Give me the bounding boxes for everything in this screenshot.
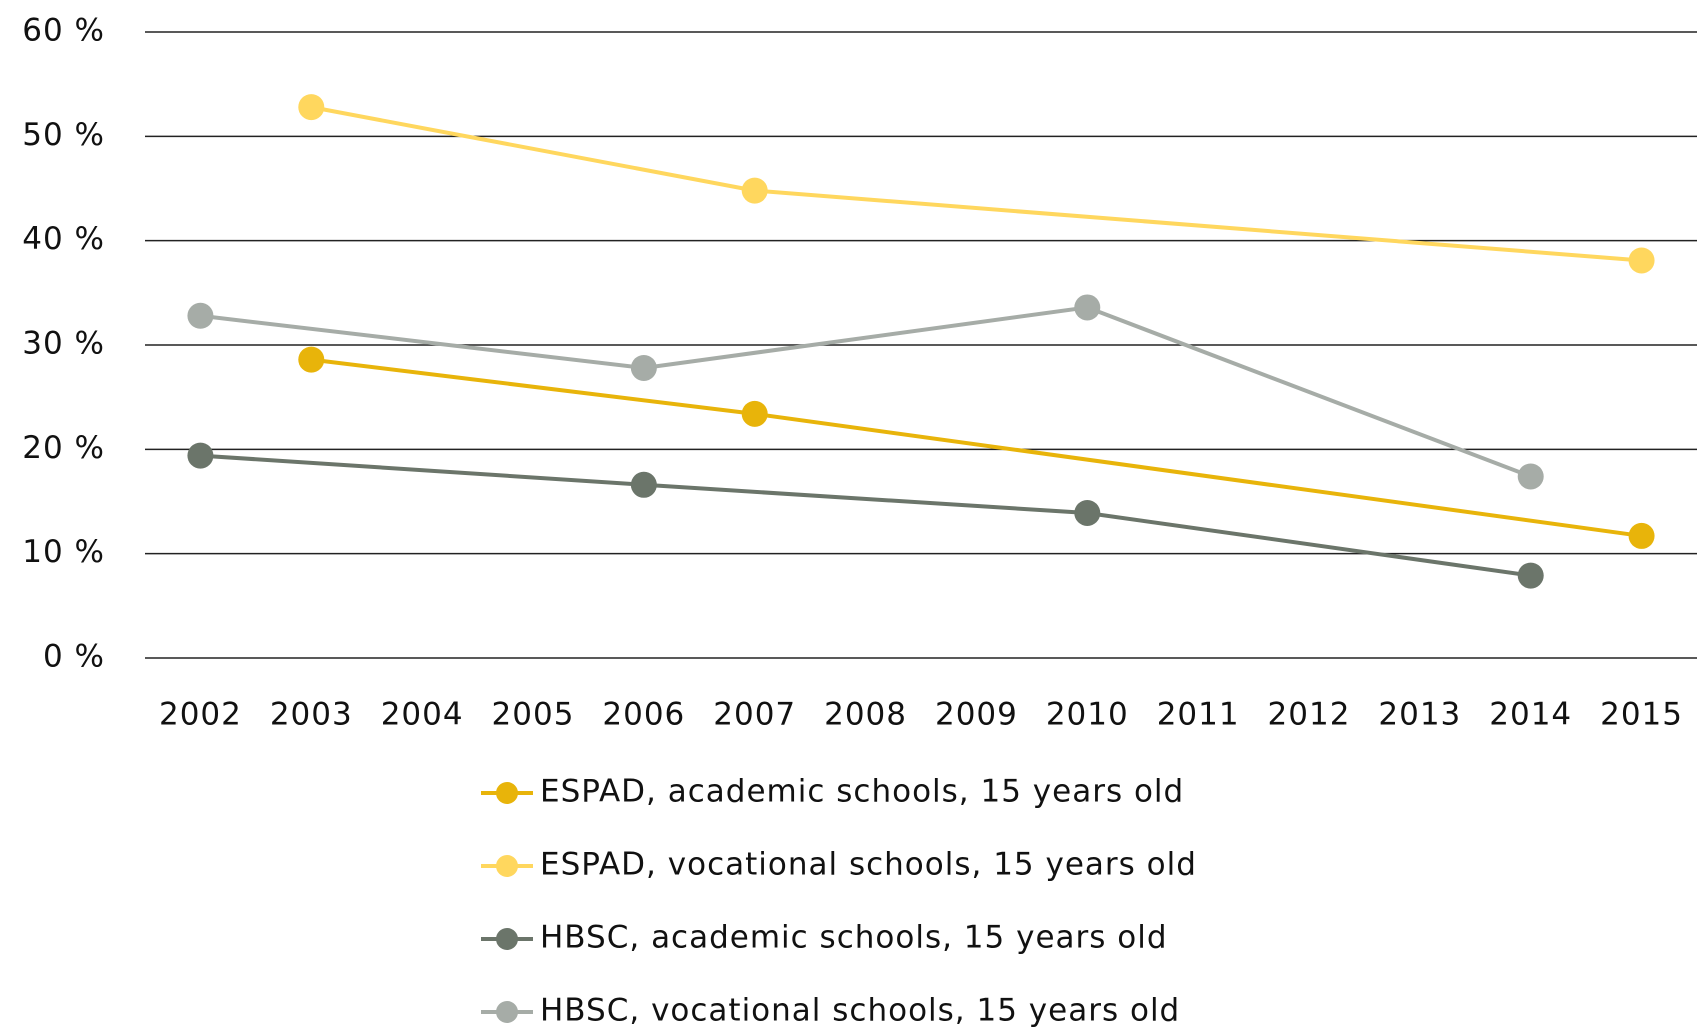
point (630, 471, 657, 498)
point (1628, 247, 1655, 274)
series-line (311, 357, 1642, 538)
point (187, 442, 214, 469)
x-tick-label: 2003 (270, 697, 353, 733)
point (298, 94, 325, 121)
x-tick-label: 2010 (1046, 697, 1129, 733)
x-tick-label: 2013 (1378, 697, 1461, 733)
y-tick-label: 10 % (22, 534, 105, 570)
x-tick-label: 2012 (1268, 697, 1351, 733)
x-tick-label: 2002 (159, 697, 242, 733)
legend-label: HBSC, vocational schools, 15 years old (540, 993, 1180, 1029)
y-tick-label: 0 % (43, 639, 105, 675)
legend-label: ESPAD, vocational schools, 15 years old (540, 847, 1197, 883)
legend-marker (496, 782, 518, 804)
y-tick-label: 30 % (22, 326, 105, 362)
x-tick-label: 2011 (1157, 697, 1240, 733)
x-tick-label: 2014 (1489, 697, 1572, 733)
legend-marker (496, 855, 518, 877)
x-tick-label: 2006 (602, 697, 685, 733)
point (741, 177, 768, 204)
series-line (310, 105, 1642, 263)
legend-marker (496, 1001, 518, 1023)
x-tick-label: 2004 (381, 697, 464, 733)
y-tick-label: 40 % (22, 221, 105, 257)
point (1628, 522, 1655, 549)
point (298, 346, 325, 373)
x-tick-label: 2008 (824, 697, 907, 733)
legend-label: ESPAD, academic schools, 15 years old (540, 774, 1184, 810)
x-tick-label: 2005 (492, 697, 575, 733)
point (1074, 499, 1101, 526)
legend-marker (496, 928, 518, 950)
y-tick-label: 60 % (22, 13, 105, 49)
legend-label: HBSC, academic schools, 15 years old (540, 920, 1168, 956)
x-tick-label: 2007 (713, 697, 796, 733)
series-line (200, 453, 1531, 578)
x-tick-label: 2015 (1600, 697, 1683, 733)
point (187, 302, 214, 329)
y-tick-label: 20 % (22, 430, 105, 466)
point (1517, 562, 1544, 589)
point (630, 354, 657, 381)
x-tick-label: 2009 (935, 697, 1018, 733)
point (741, 400, 768, 427)
point (1517, 463, 1544, 490)
y-tick-label: 50 % (22, 117, 105, 153)
point (1074, 294, 1101, 321)
series-line (200, 305, 1532, 479)
